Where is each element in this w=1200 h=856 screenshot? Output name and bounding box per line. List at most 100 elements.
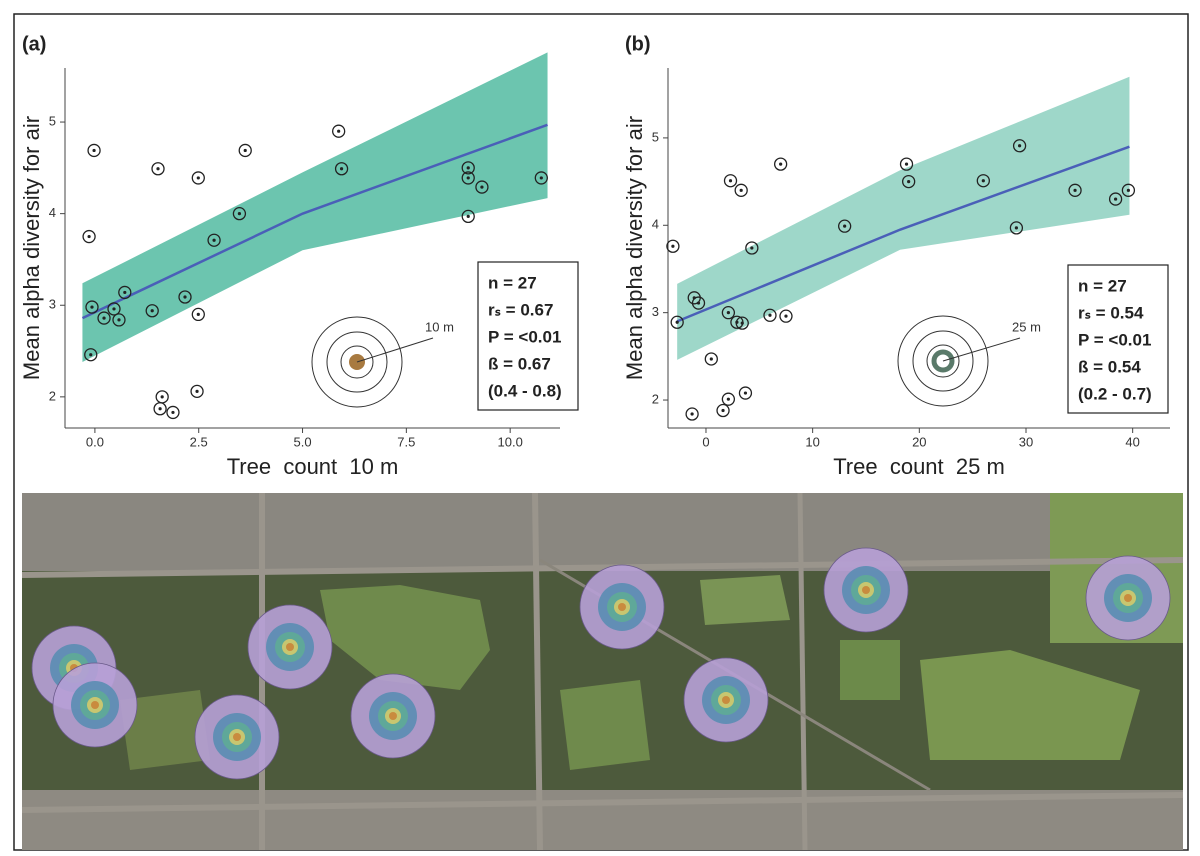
road (797, 492, 808, 851)
point (475, 180, 489, 194)
stats-text: rₛ = 0.67 (488, 300, 553, 319)
stats-text: P = <0.01 (1078, 330, 1151, 349)
buffer-ring (286, 643, 294, 651)
point-center (89, 353, 93, 357)
point (716, 403, 730, 418)
point-center (784, 314, 788, 318)
panel-label: (a) (22, 33, 46, 55)
x-tick-label: 40 (1125, 434, 1139, 449)
point (837, 219, 852, 233)
point-center (196, 176, 200, 180)
scatter-chart: (b) 2 3 4 5 0 10 20 30 40 Tree count 25 m Mean alph… (622, 33, 1170, 479)
stats-text: (0.4 - 0.8) (488, 381, 562, 400)
buffer-ring (1124, 594, 1132, 602)
road (21, 792, 1184, 813)
point-center (709, 357, 713, 361)
confidence-band (82, 52, 548, 363)
y-tick-label: 4 (49, 205, 56, 220)
point-center (158, 407, 162, 411)
point (97, 311, 111, 325)
y-tick-label: 3 (652, 304, 659, 319)
point-center (1126, 188, 1130, 192)
point-center (196, 312, 200, 317)
buffer-ring (862, 586, 870, 594)
stats-text: P = <0.01 (488, 327, 561, 346)
scatter-chart: (a) 2 3 4 5 0.0 2.5 5.0 7.5 10.0 Tree count 10 m Me… (19, 33, 579, 479)
buffer-ring (233, 733, 241, 741)
stats-text: n = 27 (488, 273, 537, 292)
fit-line (81, 123, 548, 320)
point-center (743, 391, 748, 395)
point (1108, 192, 1123, 206)
point (721, 306, 736, 320)
point-center (671, 244, 675, 248)
buffer-ring (91, 701, 99, 709)
point (118, 285, 132, 300)
point-center (675, 320, 679, 324)
field (700, 575, 790, 625)
point-center (779, 162, 783, 166)
y-tick-label: 5 (49, 113, 56, 128)
x-tick-label: 0 (702, 434, 709, 449)
point (773, 157, 788, 171)
field (840, 640, 900, 700)
point-center (195, 389, 199, 393)
aerial-map (21, 492, 1184, 851)
buffer-circles (31, 547, 1171, 780)
confidence-band (677, 76, 1130, 360)
point-center (90, 305, 94, 309)
point (166, 405, 180, 420)
x-axis-title: Tree count 10 m (227, 454, 399, 479)
point (332, 124, 346, 138)
inset-label: 25 m (1012, 319, 1041, 334)
point (191, 307, 205, 322)
point-center (721, 408, 725, 413)
inset-pointer (942, 337, 1021, 362)
point-center (102, 316, 106, 320)
inset-pointer (356, 337, 434, 363)
point-center (750, 246, 754, 250)
point (151, 162, 165, 176)
point (666, 239, 680, 253)
point-center (843, 224, 847, 228)
x-tick-label: 5.0 (293, 434, 311, 449)
point (238, 143, 252, 158)
stats-text: ß = 0.67 (488, 354, 551, 373)
point-center (171, 410, 175, 415)
point (461, 171, 475, 185)
point-center (981, 179, 985, 183)
y-tick-label: 2 (49, 388, 56, 403)
point (899, 157, 914, 171)
point-center (337, 129, 341, 133)
point-center (112, 307, 116, 311)
y-tick-label: 3 (49, 297, 56, 312)
point (763, 308, 777, 322)
point (82, 229, 96, 244)
point (107, 302, 121, 316)
point-center (740, 321, 744, 325)
y-tick-label: 4 (652, 217, 659, 232)
point (232, 206, 247, 221)
buffer-ring (389, 712, 397, 720)
point-center (1113, 197, 1118, 201)
stats-text: rₛ = 0.54 (1078, 303, 1144, 322)
point-center (539, 176, 543, 180)
point-center (212, 238, 216, 242)
point (84, 348, 98, 362)
inset-ring (311, 316, 403, 408)
point (178, 290, 192, 304)
y-tick-label: 5 (652, 129, 659, 144)
point (461, 209, 475, 224)
point-center (466, 176, 470, 180)
point (191, 171, 205, 185)
stats-box (1067, 264, 1169, 414)
point-center (243, 148, 247, 153)
x-tick-label: 2.5 (190, 434, 208, 449)
x-tick-label: 0.0 (86, 434, 104, 449)
y-tick-label: 2 (652, 391, 659, 406)
point-center (466, 214, 470, 218)
point-center (156, 167, 160, 171)
inset-ring (897, 315, 989, 407)
